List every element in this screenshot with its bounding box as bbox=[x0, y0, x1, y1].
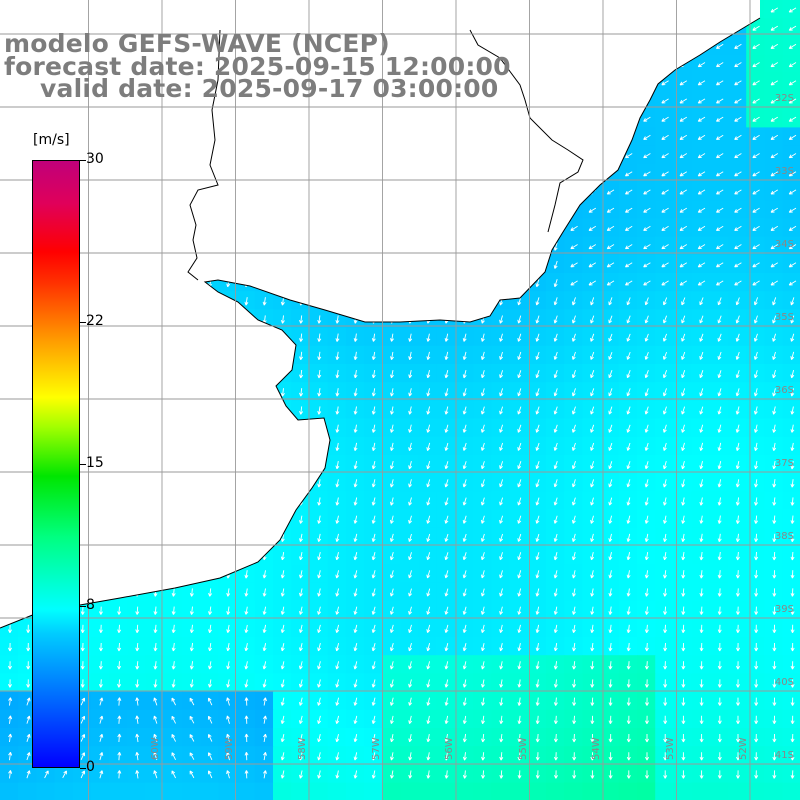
colorbar-tick-mark bbox=[80, 160, 86, 161]
colorbar-tick-mark bbox=[80, 768, 86, 769]
longitude-label: 55W bbox=[517, 737, 529, 760]
latitude-label: 36S bbox=[774, 385, 794, 396]
country-border bbox=[187, 29, 221, 281]
valid-date: valid date: 2025-09-17 03:00:00 bbox=[40, 74, 499, 103]
colorbar-tick-label: 15 bbox=[86, 455, 104, 471]
latitude-label: 35S bbox=[774, 312, 794, 323]
colorbar-tick-mark bbox=[80, 605, 86, 607]
longitude-label: 58W bbox=[297, 737, 308, 760]
latitude-label: 34S bbox=[774, 239, 794, 250]
model-title: modelo GEFS-WAVE (NCEP) bbox=[4, 29, 390, 58]
colorbar-unit: [m/s] bbox=[33, 132, 70, 148]
longitude-label: 60W bbox=[150, 737, 161, 760]
forecast-date: forecast date: 2025-09-15 12:00:00 bbox=[4, 52, 511, 81]
longitude-label: 53W bbox=[664, 737, 676, 760]
colorbar-tick-label: 0 bbox=[86, 759, 95, 775]
latitude-label: 32S bbox=[774, 93, 794, 104]
wind-arrows bbox=[7, 5, 797, 779]
colorbar-tick-mark bbox=[80, 322, 86, 324]
longitude-label: 59W bbox=[223, 737, 235, 760]
latitude-label: 33S bbox=[774, 166, 794, 177]
longitude-label: 52W bbox=[738, 737, 749, 760]
longitude-label: 54W bbox=[591, 737, 602, 760]
latitude-label: 41S bbox=[774, 750, 794, 761]
country-border bbox=[469, 29, 584, 233]
latitude-label: 38S bbox=[774, 531, 794, 542]
latitude-label: 37S bbox=[774, 458, 794, 469]
colorbar-tick-label: 22 bbox=[86, 313, 104, 330]
longitude-label: 57W bbox=[370, 737, 382, 760]
latitude-label: 39S bbox=[774, 604, 794, 615]
colorbar-tick-label: 30 bbox=[86, 151, 104, 167]
longitude-label: 56W bbox=[444, 737, 455, 760]
colorbar-tick-label: 8 bbox=[86, 596, 95, 613]
colorbar bbox=[32, 160, 80, 768]
colorbar-tick-mark bbox=[80, 464, 86, 465]
latitude-label: 40S bbox=[774, 677, 794, 688]
